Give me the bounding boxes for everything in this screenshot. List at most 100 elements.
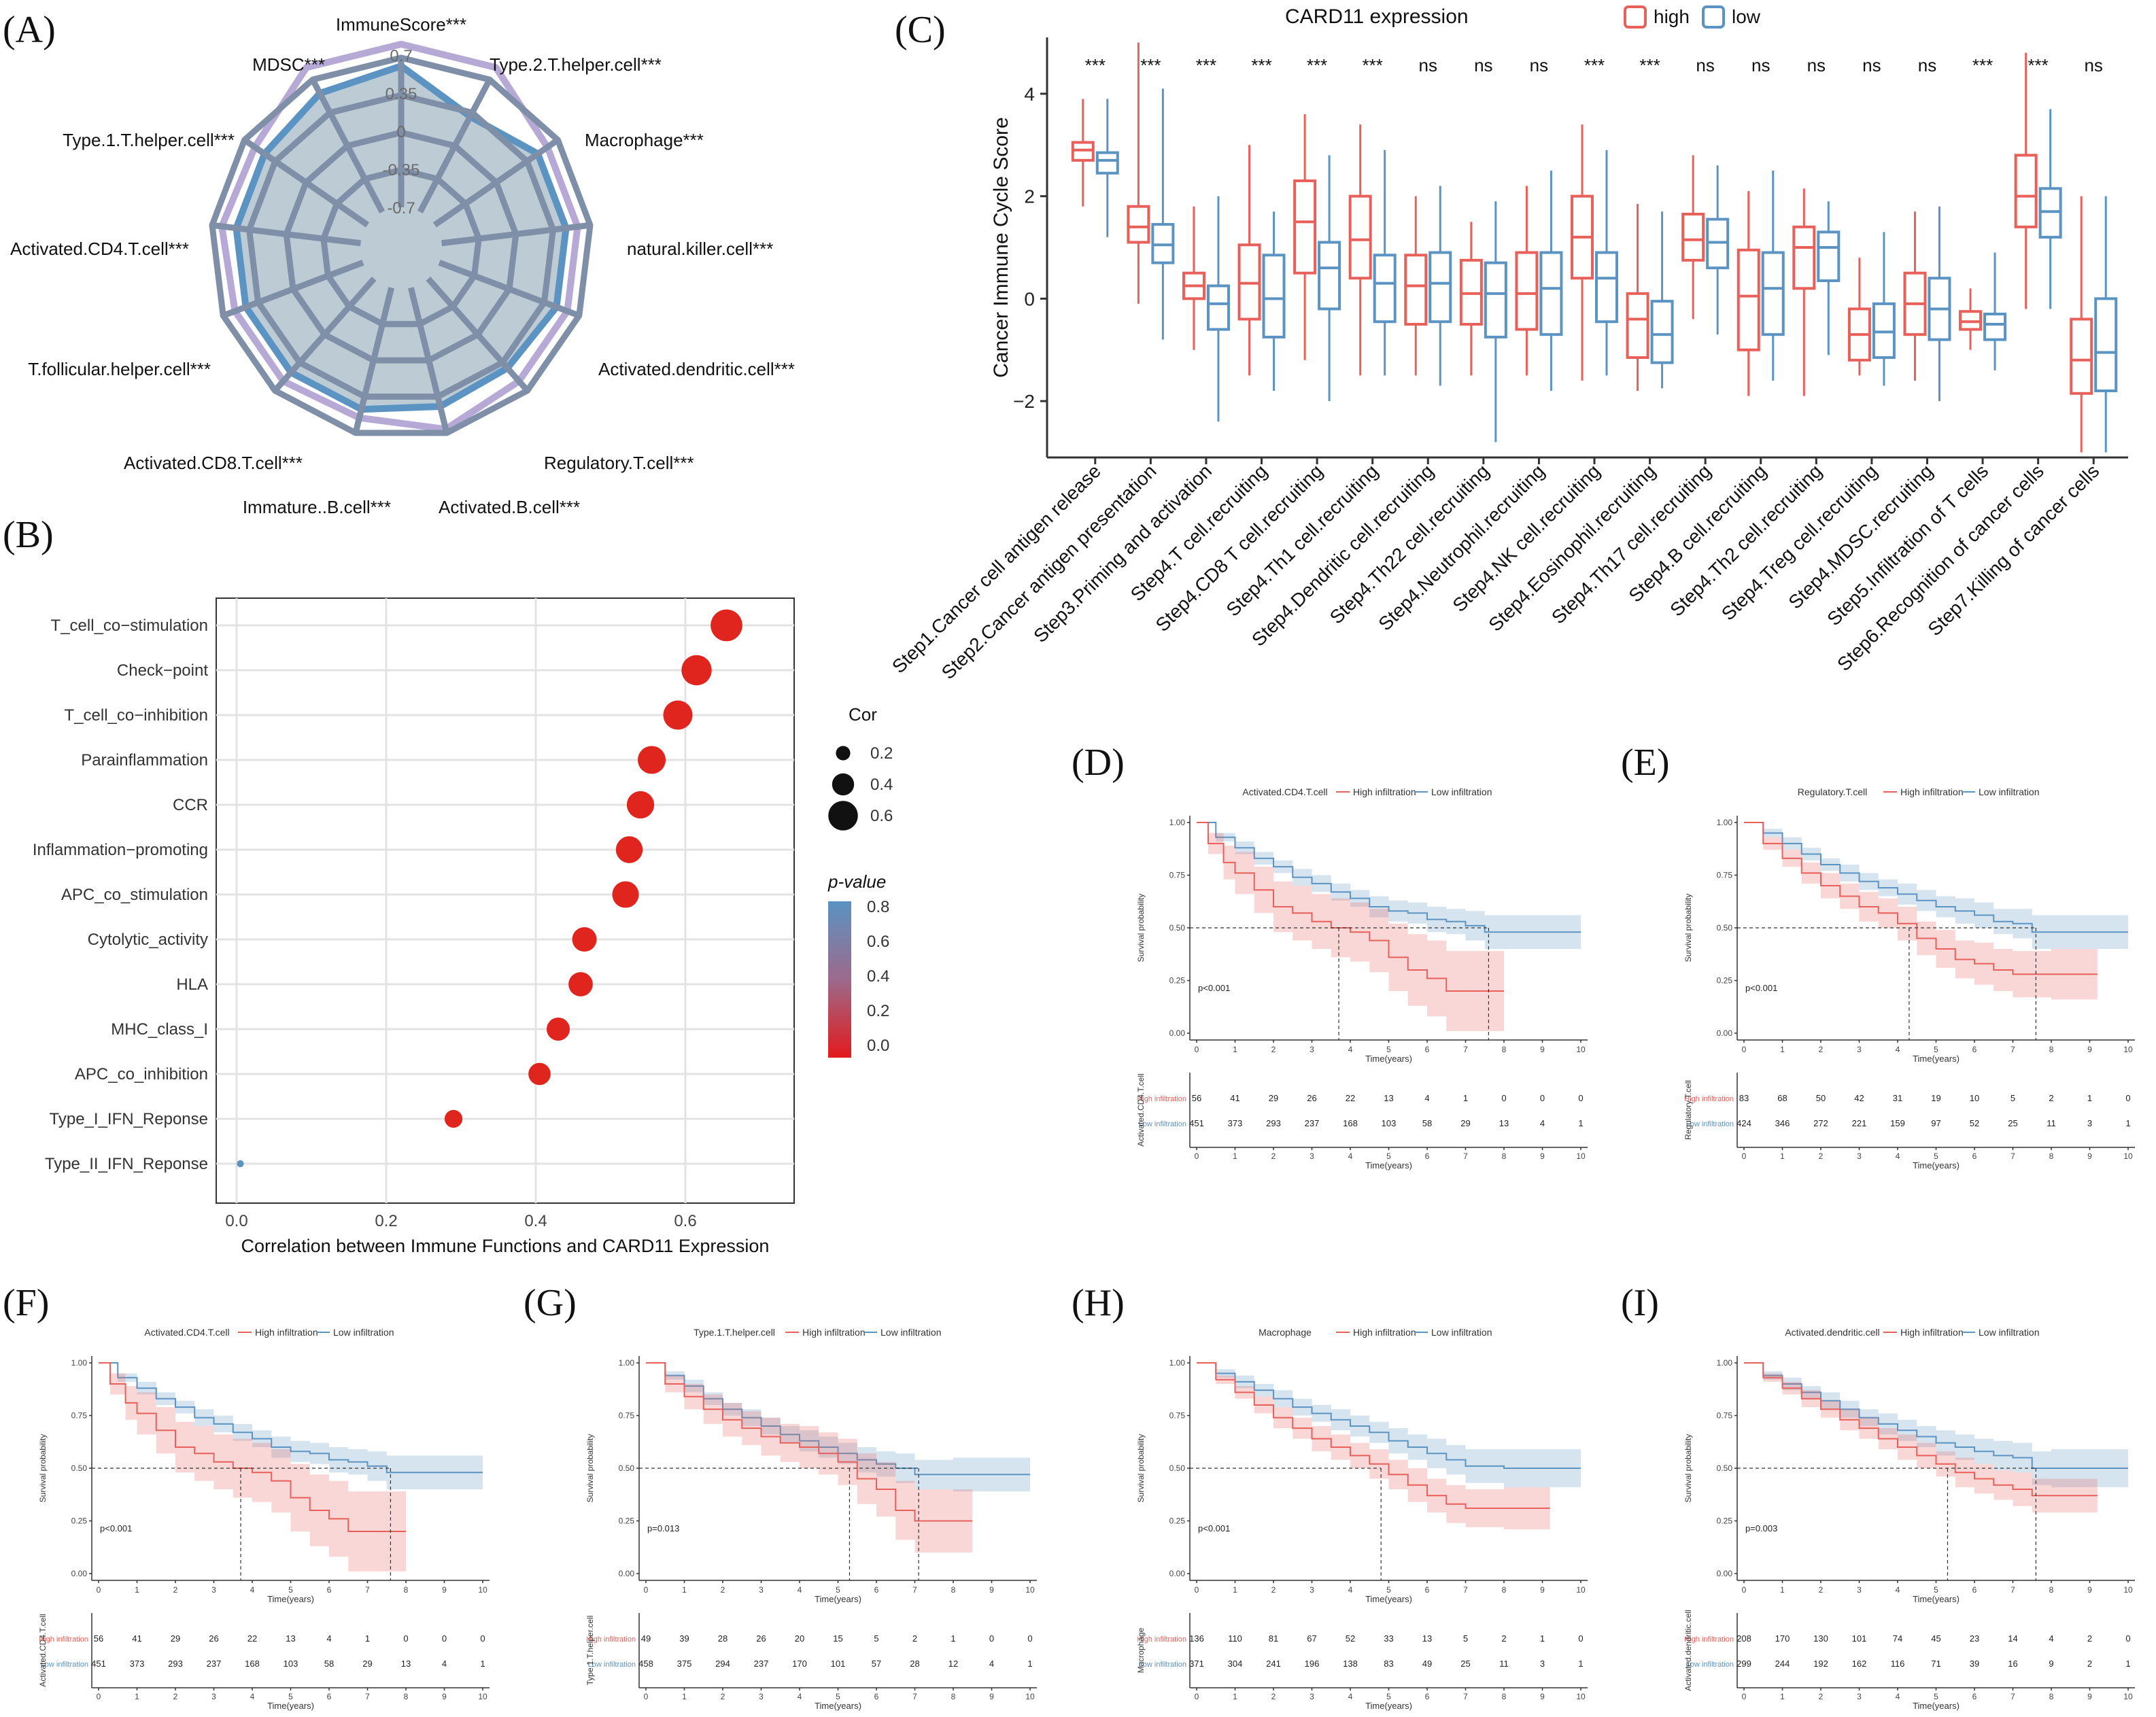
km-y-axis-title: Survival probability [1683,894,1693,962]
radar-axis-label: MDSC*** [252,54,325,75]
km-x-tick-label: 6 [1972,1045,1977,1054]
risk-row-label-high: High infiltration [586,1635,636,1644]
risk-count-high: 4 [326,1633,331,1644]
radar-axis-label: Activated.dendritic.cell*** [598,359,795,379]
km-pvalue: p=0.013 [647,1523,679,1533]
km-x-tick-label: 9 [2087,1585,2092,1595]
risk-count-low: 103 [1382,1118,1397,1128]
risk-count-low: 168 [1343,1118,1358,1128]
km-y-tick-label: 1.00 [1169,1358,1186,1368]
risk-x-tick-label: 8 [951,1692,956,1701]
color-legend-label: 0.4 [867,967,889,986]
y-category-label: HLA [176,975,208,994]
km-x-tick-label: 1 [1233,1585,1237,1595]
risk-count-low: 375 [677,1659,692,1669]
box-body [1681,213,1705,262]
km-x-tick-label: 9 [2087,1045,2092,1054]
radar-ring-label: -0.7 [387,199,415,218]
risk-row-label-low: Low infiltration [41,1661,88,1669]
km-x-tick-label: 1 [1780,1585,1785,1595]
risk-count-low: 25 [2008,1118,2017,1128]
risk-row-label-low: Low infiltration [1686,1120,1734,1128]
km-legend-high: High infiltration [255,1327,318,1338]
survival-plot-d: Activated.CD4.T.cell High infiltration Low… [1136,786,1588,1170]
km-x-tick-label: 0 [1195,1585,1199,1595]
significance-label: ns [2084,55,2102,75]
risk-count-high: 14 [2008,1633,2017,1644]
risk-count-high: 0 [403,1633,408,1644]
correlation-dot [626,791,655,819]
significance-label: *** [1363,55,1383,75]
km-x-tick-label: 2 [1271,1045,1276,1054]
risk-x-tick-label: 5 [1934,1151,1938,1161]
km-y-tick-label: 0.50 [1169,1463,1186,1473]
risk-count-low: 12 [948,1659,958,1669]
risk-count-low: 294 [715,1659,730,1669]
radar-axis-label: Type.1.T.helper.cell*** [63,130,235,150]
risk-row-label-high: High infiltration [1137,1095,1186,1103]
km-x-axis-title: Time(years) [1365,1054,1412,1064]
y-category-label: APC_co_stimulation [61,886,208,904]
significance-label: *** [1196,55,1216,75]
risk-count-low: 2 [2087,1659,2092,1669]
risk-x-tick-label: 5 [836,1692,840,1701]
risk-count-low: 1 [1578,1118,1583,1128]
risk-count-low: 244 [1775,1659,1790,1669]
km-x-tick-label: 10 [1025,1585,1035,1595]
km-x-tick-label: 1 [1233,1045,1237,1054]
risk-count-low: 424 [1736,1118,1751,1128]
risk-table-y-title: Activated.dendritic.cell [1683,1610,1693,1690]
risk-count-low: 71 [1931,1659,1940,1669]
km-x-tick-label: 7 [365,1585,370,1595]
risk-count-high: 15 [833,1633,842,1644]
risk-count-low: 29 [362,1659,372,1669]
risk-count-low: 101 [831,1659,846,1669]
risk-count-low: 221 [1852,1118,1867,1128]
risk-x-tick-label: 7 [365,1692,370,1701]
radar-axis-label: Regulatory.T.cell*** [544,453,694,473]
radar-grid-ring [283,129,519,364]
km-x-tick-label: 5 [1934,1045,1938,1054]
risk-x-axis-title: Time(years) [1913,1701,1960,1711]
risk-count-high: 1 [2087,1093,2092,1103]
risk-x-tick-label: 4 [1896,1692,1900,1701]
risk-count-low: 237 [1305,1118,1320,1128]
correlation-dot [681,655,712,686]
radar-spoke [211,222,361,247]
color-legend-label: 0.8 [867,898,889,916]
km-high-curve [1197,1362,1550,1509]
size-legend-title: Cor [849,704,877,725]
risk-row-label-high: High infiltration [1137,1635,1186,1644]
km-x-tick-label: 10 [2123,1585,2133,1595]
risk-x-tick-label: 1 [135,1692,139,1701]
km-legend-title: Activated.CD4.T.cell [1242,786,1327,797]
risk-x-tick-label: 0 [644,1692,649,1701]
risk-x-tick-label: 4 [798,1692,802,1701]
risk-count-low: 52 [1970,1118,1979,1128]
km-x-tick-label: 9 [1540,1585,1545,1595]
y-tick-label: 0 [1024,288,1035,309]
risk-count-high: 101 [1852,1633,1867,1644]
risk-count-low: 159 [1890,1118,1905,1128]
risk-count-high: 110 [1228,1633,1242,1644]
km-low-curve [1197,822,1581,933]
risk-count-low: 39 [1970,1659,1979,1669]
significance-label: ns [1696,55,1714,75]
km-low-ci-band [99,1363,483,1489]
x-tick-label: 0.4 [524,1212,547,1230]
km-low-curve [99,1362,483,1474]
y-category-label: Type_I_IFN_Reponse [50,1110,208,1128]
risk-x-tick-label: 2 [1271,1692,1276,1701]
km-x-tick-label: 7 [912,1585,917,1595]
correlation-dot [237,1160,244,1168]
size-legend-label: 0.6 [870,807,893,825]
risk-count-high: 13 [286,1633,295,1644]
km-legend-low: Low infiltration [1431,786,1492,797]
box-body [1595,251,1618,324]
risk-x-tick-label: 6 [1972,1692,1977,1701]
color-legend-title: p-value [827,871,886,892]
risk-count-high: 0 [989,1633,994,1644]
km-low-ci-band [1744,1363,2128,1487]
survival-plot-i: Activated.dendritic.cell High infiltratio… [1683,1327,2135,1711]
risk-x-tick-label: 4 [1348,1692,1353,1701]
